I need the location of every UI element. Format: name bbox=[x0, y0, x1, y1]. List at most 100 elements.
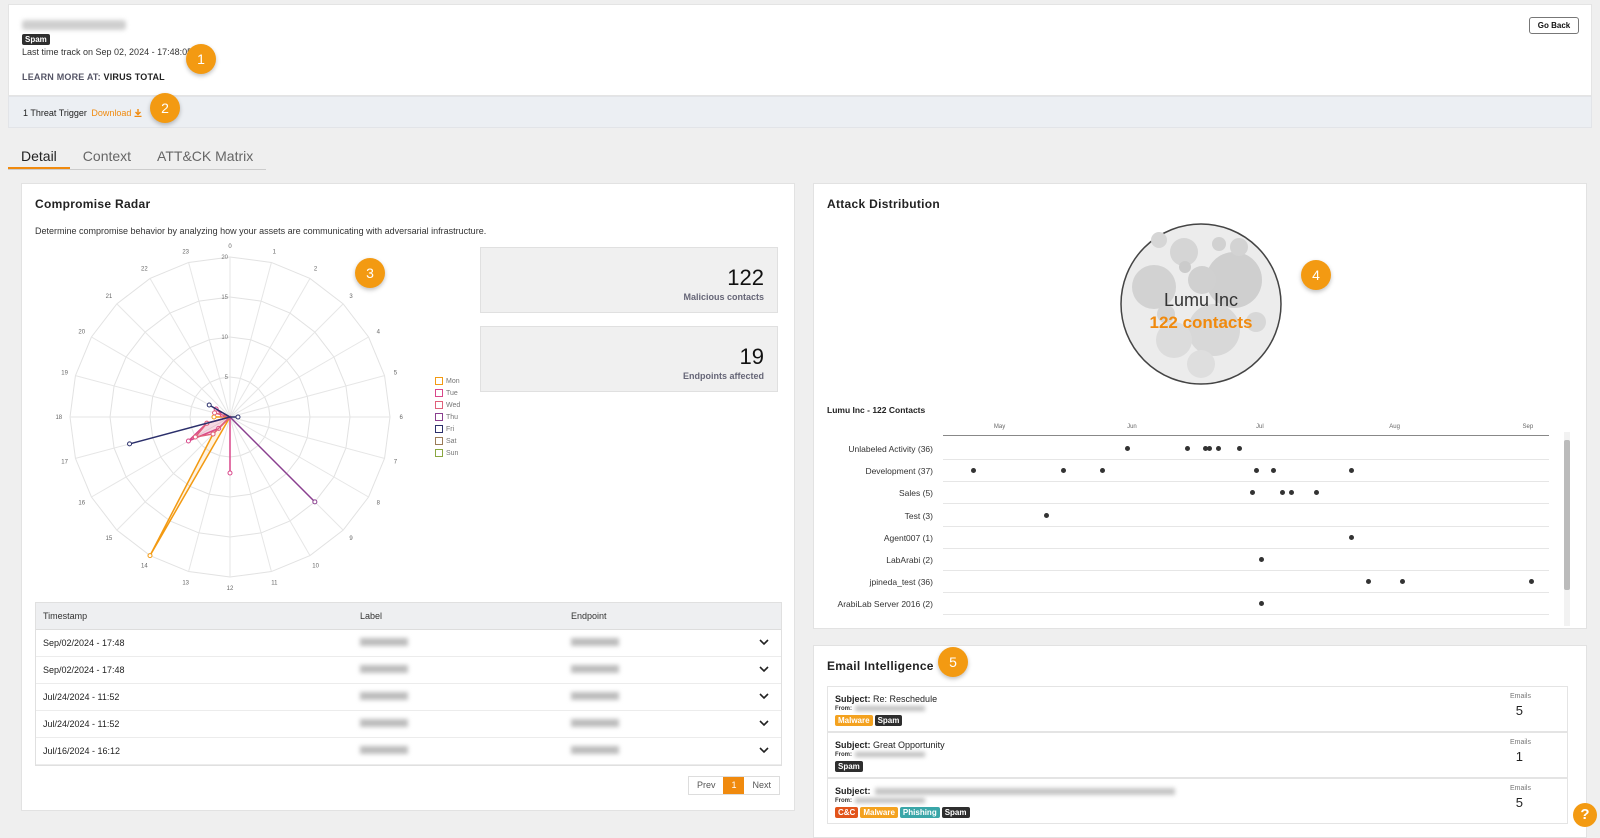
email-card[interactable]: Subject: From: C&C Malware Phishing Spam Emai… bbox=[827, 778, 1568, 824]
tab-attck-matrix[interactable]: ATT&CK Matrix bbox=[157, 148, 254, 164]
radar-spoke bbox=[229, 375, 385, 418]
malicious-contacts-stat: 122 Malicious contacts bbox=[480, 247, 778, 313]
compromise-radar-panel: Compromise Radar Determine compromise be… bbox=[21, 183, 795, 811]
event-dot[interactable] bbox=[1365, 579, 1371, 585]
legend-item-fri[interactable]: Fri bbox=[435, 423, 460, 435]
event-dot[interactable] bbox=[1185, 446, 1191, 451]
event-dot[interactable] bbox=[1271, 468, 1277, 474]
chevron-down-icon[interactable] bbox=[759, 691, 769, 703]
cell-label-blurred bbox=[353, 746, 564, 756]
table-row[interactable]: Jul/24/2024 - 11:52 bbox=[36, 711, 781, 738]
cell-timestamp: Jul/24/2024 - 11:52 bbox=[43, 719, 120, 729]
table-row[interactable]: Jul/24/2024 - 11:52 bbox=[36, 684, 781, 711]
callout-badge-3: 3 bbox=[355, 258, 385, 288]
chevron-down-icon[interactable] bbox=[759, 745, 769, 757]
event-dot[interactable] bbox=[1314, 490, 1320, 496]
go-back-button[interactable]: Go Back bbox=[1529, 17, 1579, 34]
emails-count-label: Emails bbox=[1509, 785, 1531, 792]
email-subject-line: Subject: Re: Reschedule bbox=[835, 694, 937, 704]
help-button[interactable]: ? bbox=[1573, 803, 1597, 827]
event-dot[interactable] bbox=[1280, 490, 1286, 496]
email-card[interactable]: Subject: Great Opportunity From: Spam Email… bbox=[827, 732, 1568, 778]
event-dot[interactable] bbox=[1400, 579, 1406, 585]
event-dot[interactable] bbox=[1254, 468, 1260, 474]
email-tags: C&C Malware Phishing Spam bbox=[835, 807, 970, 818]
scrollbar-thumb[interactable] bbox=[1564, 440, 1570, 590]
chevron-down-icon[interactable] bbox=[759, 718, 769, 730]
email-from: From: bbox=[835, 798, 925, 804]
legend-label: Tue bbox=[446, 389, 458, 397]
radar-hour-label: 6 bbox=[400, 415, 404, 421]
radar-point bbox=[227, 470, 233, 476]
chevron-down-icon[interactable] bbox=[759, 664, 769, 676]
event-dot[interactable] bbox=[1237, 446, 1243, 451]
table-row[interactable]: Sep/02/2024 - 17:48 bbox=[36, 630, 781, 657]
legend-item-sun[interactable]: Sun bbox=[435, 447, 460, 459]
timeline-row: Unlabeled Activity (36) bbox=[848, 438, 1549, 460]
prev-page-button[interactable]: Prev bbox=[696, 780, 716, 790]
event-dot[interactable] bbox=[1060, 468, 1066, 474]
event-dot[interactable] bbox=[1529, 579, 1535, 585]
month-tick-label: May bbox=[993, 424, 1006, 430]
event-dot[interactable] bbox=[1258, 557, 1264, 562]
radar-title: Compromise Radar bbox=[35, 197, 151, 211]
chevron-down-icon[interactable] bbox=[759, 637, 769, 649]
radar-series-tue bbox=[187, 408, 233, 473]
cell-label-blurred bbox=[353, 665, 564, 675]
legend-swatch bbox=[435, 437, 443, 445]
event-dot[interactable] bbox=[970, 468, 976, 474]
event-dot[interactable] bbox=[1202, 446, 1208, 451]
learn-more: LEARN MORE AT: VIRUS TOTAL bbox=[22, 72, 165, 82]
cell-endpoint-blurred bbox=[564, 719, 759, 729]
radar-point bbox=[235, 414, 241, 420]
tab-context[interactable]: Context bbox=[82, 148, 132, 164]
event-dot[interactable] bbox=[1215, 446, 1221, 451]
email-tag: Spam bbox=[835, 761, 863, 772]
radar-scale-label: 20 bbox=[221, 255, 228, 261]
legend-item-mon[interactable]: Mon bbox=[435, 375, 460, 387]
contact-bubble-cluster[interactable] bbox=[814, 184, 1588, 404]
radar-spoke bbox=[229, 262, 272, 418]
event-dot[interactable] bbox=[1348, 534, 1354, 540]
table-row[interactable]: Sep/02/2024 - 17:48 bbox=[36, 657, 781, 684]
event-dot[interactable] bbox=[1249, 490, 1255, 496]
next-page-button[interactable]: Next bbox=[752, 780, 771, 790]
event-dot[interactable] bbox=[1206, 446, 1212, 451]
radar-spoke bbox=[229, 416, 272, 572]
current-page-button[interactable]: 1 bbox=[723, 777, 745, 794]
email-card[interactable]: Subject: Re: Reschedule From: Malware Spam E… bbox=[827, 686, 1568, 732]
radar-hour-label: 0 bbox=[228, 244, 232, 250]
legend-item-thu[interactable]: Thu bbox=[435, 411, 460, 423]
download-link[interactable]: Download bbox=[91, 108, 142, 118]
timeline-scrollbar[interactable] bbox=[1564, 432, 1570, 626]
radar-point bbox=[147, 553, 153, 559]
event-dot[interactable] bbox=[1348, 468, 1354, 474]
subject-label: Subject: bbox=[835, 786, 871, 796]
virus-total-link[interactable]: VIRUS TOTAL bbox=[103, 72, 165, 82]
legend-swatch bbox=[435, 425, 443, 433]
legend-item-tue[interactable]: Tue bbox=[435, 387, 460, 399]
event-dot[interactable] bbox=[1043, 512, 1049, 518]
event-dot[interactable] bbox=[1288, 490, 1294, 496]
event-dot[interactable] bbox=[1258, 601, 1264, 607]
emails-count: 5 bbox=[1515, 703, 1523, 718]
event-dot[interactable] bbox=[1125, 446, 1131, 451]
radar-legend: Mon Tue Wed Thu Fri Sat Sun bbox=[435, 375, 460, 459]
malicious-contacts-value: 122 bbox=[727, 265, 764, 290]
cell-timestamp: Jul/24/2024 - 11:52 bbox=[43, 692, 120, 702]
legend-swatch bbox=[435, 377, 443, 385]
tab-detail[interactable]: Detail bbox=[8, 146, 70, 169]
timeline-row: Agent007 (1) bbox=[884, 527, 1549, 549]
legend-item-sat[interactable]: Sat bbox=[435, 435, 460, 447]
event-dot[interactable] bbox=[1099, 468, 1105, 474]
legend-label: Sat bbox=[446, 437, 457, 445]
radar-subtitle: Determine compromise behavior by analyzi… bbox=[35, 226, 487, 236]
timeline-row: jpineda_test (36) bbox=[870, 571, 1549, 594]
table-header: Timestamp Label Endpoint bbox=[36, 603, 781, 630]
email-subject-line: Subject: bbox=[835, 786, 1176, 796]
legend-item-wed[interactable]: Wed bbox=[435, 399, 460, 411]
legend-swatch bbox=[435, 449, 443, 457]
timeline-row-label: Development (37) bbox=[865, 466, 933, 477]
timeline-row: ArabiLab Server 2016 (2) bbox=[838, 593, 1549, 616]
table-row[interactable]: Jul/16/2024 - 16:12 bbox=[36, 738, 781, 765]
